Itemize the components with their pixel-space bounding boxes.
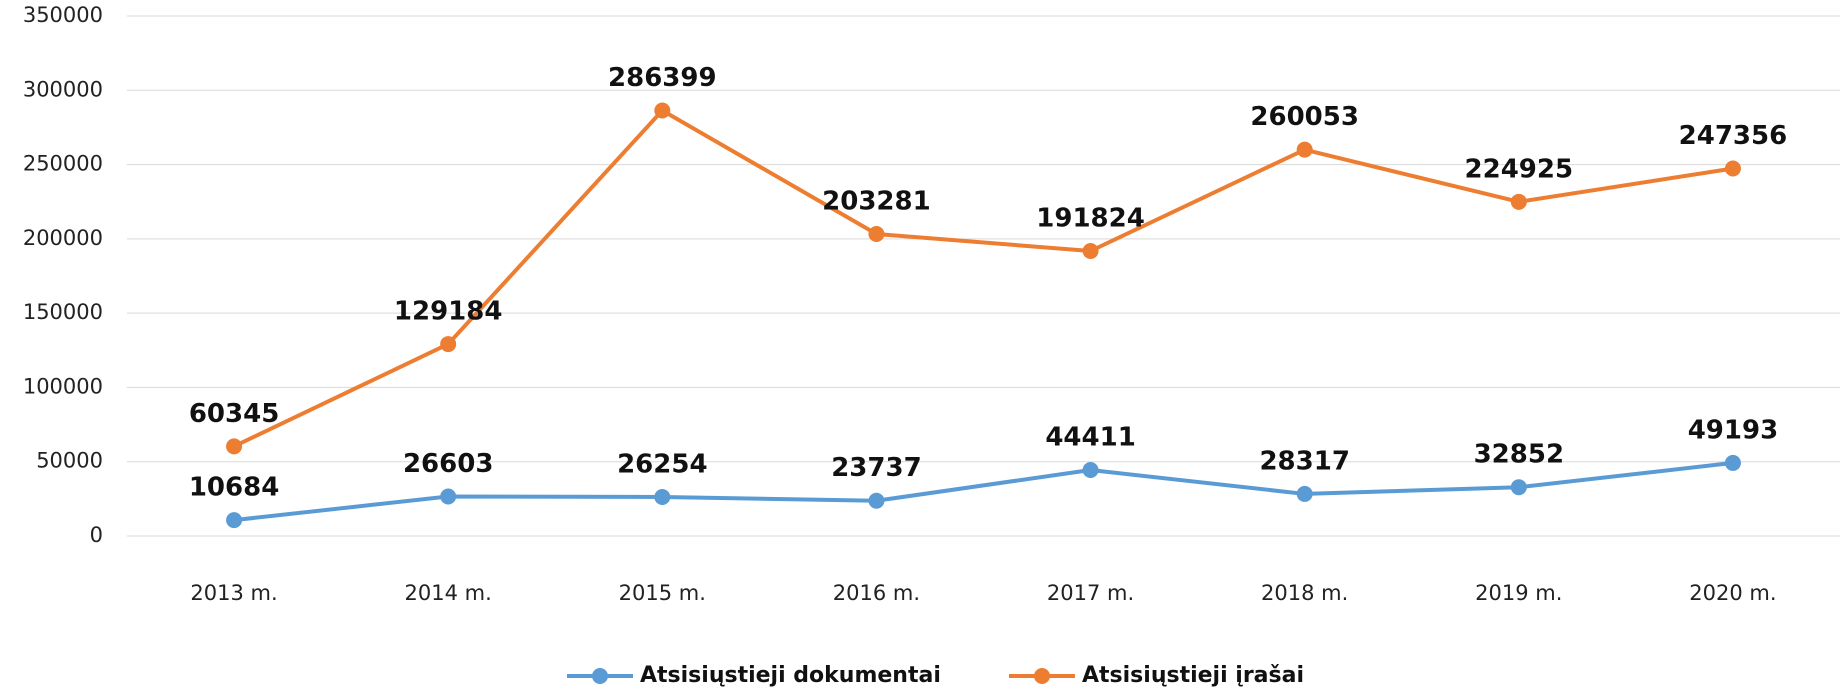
- data-label: 10684: [189, 473, 279, 503]
- data-point: [654, 102, 671, 119]
- data-point: [440, 488, 457, 505]
- y-tick-label: 200000: [23, 226, 103, 250]
- x-tick-label: 2018 m.: [1261, 581, 1348, 605]
- x-tick-label: 2016 m.: [833, 581, 920, 605]
- x-tick-label: 2013 m.: [190, 581, 277, 605]
- y-tick-label: 50000: [36, 449, 103, 473]
- data-point: [1082, 462, 1099, 479]
- series-line: [233, 108, 1734, 449]
- data-label: 247356: [1679, 121, 1788, 151]
- data-label: 32852: [1474, 440, 1564, 470]
- x-tick-label: 2019 m.: [1475, 581, 1562, 605]
- data-label: 260053: [1250, 102, 1359, 132]
- data-point: [1082, 243, 1099, 260]
- data-point: [1724, 454, 1741, 471]
- x-tick-label: 2015 m.: [619, 581, 706, 605]
- data-point: [440, 336, 457, 353]
- data-point: [868, 492, 885, 509]
- data-point: [226, 438, 243, 455]
- series-line: [233, 460, 1734, 523]
- y-tick-label: 100000: [23, 374, 103, 398]
- y-tick-label: 0: [90, 523, 103, 547]
- data-label: 28317: [1259, 446, 1349, 476]
- data-point: [1510, 193, 1527, 210]
- data-label: 224925: [1465, 154, 1574, 184]
- legend-label: Atsisiųstieji įrašai: [1082, 663, 1304, 688]
- x-tick-label: 2020 m.: [1689, 581, 1776, 605]
- legend-marker: [1034, 668, 1050, 684]
- data-point: [1296, 485, 1313, 502]
- y-tick-label: 300000: [23, 77, 103, 101]
- y-tick-label: 350000: [23, 3, 103, 27]
- data-label: 286399: [608, 63, 717, 93]
- data-point: [1296, 141, 1313, 158]
- data-label: 49193: [1688, 415, 1778, 445]
- data-label: 129184: [394, 297, 503, 327]
- data-point: [868, 225, 885, 242]
- legend-marker: [592, 668, 608, 684]
- legend-label: Atsisiųstieji dokumentai: [640, 663, 941, 688]
- data-label: 203281: [822, 186, 931, 216]
- x-tick-label: 2014 m.: [405, 581, 492, 605]
- y-tick-label: 150000: [23, 300, 103, 324]
- y-tick-label: 250000: [23, 152, 103, 176]
- data-point: [1724, 160, 1741, 177]
- data-point: [226, 512, 243, 529]
- data-label: 23737: [831, 453, 921, 483]
- data-label: 60345: [189, 399, 279, 429]
- data-point: [654, 488, 671, 505]
- data-label: 26603: [403, 449, 493, 479]
- data-point: [1510, 479, 1527, 496]
- data-label: 191824: [1036, 204, 1145, 234]
- data-label: 44411: [1045, 423, 1135, 453]
- data-label: 26254: [617, 449, 707, 479]
- x-tick-label: 2017 m.: [1047, 581, 1134, 605]
